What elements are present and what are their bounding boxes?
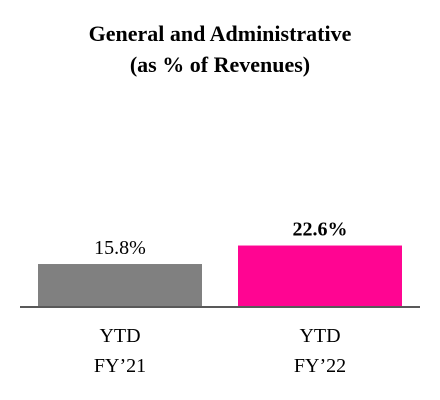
bar-0	[38, 264, 202, 307]
category-label-0-line1: YTD	[99, 325, 140, 347]
chart-title-block: General and Administrative (as % of Reve…	[0, 18, 440, 80]
bar-1	[238, 245, 402, 307]
category-label-1-line1: YTD	[299, 325, 340, 347]
category-label-0-line2: FY’21	[94, 355, 146, 377]
data-label-1: 22.6%	[293, 219, 348, 241]
category-label-1-line2: FY’22	[294, 355, 346, 377]
chart-title: General and Administrative	[88, 21, 352, 46]
data-label-0: 15.8%	[94, 237, 146, 259]
chart-subtitle: (as % of Revenues)	[129, 52, 311, 77]
